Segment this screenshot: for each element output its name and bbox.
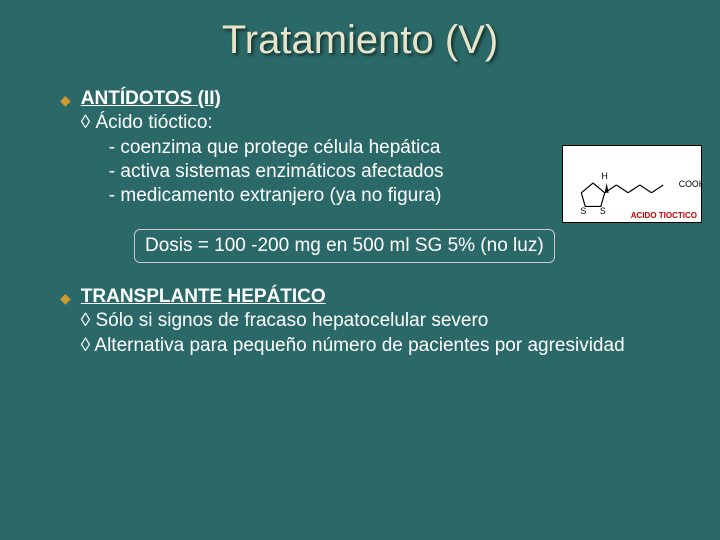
section-1-line3: - medicamento extranjero (ya no figura)	[109, 184, 444, 208]
section-1-heading: ANTÍDOTOS (II)	[81, 87, 444, 111]
diamond-bullet-icon: ◆	[60, 290, 71, 308]
section-2-line2: ◊ Alternativa para pequeño número de pac…	[81, 334, 625, 358]
section-2: ◆ TRANSPLANTE HEPÁTICO ◊ Sólo si signos …	[60, 285, 680, 358]
chem-cooh-label: COOH	[679, 179, 701, 189]
section-1-sub1: ◊ Ácido tióctico:	[81, 111, 444, 135]
section-1-line2: - activa sistemas enzimáticos afectados	[109, 160, 444, 184]
dosage-callout: Dosis = 100 -200 mg en 500 ml SG 5% (no …	[134, 229, 555, 263]
section-2-heading: TRANSPLANTE HEPÁTICO	[81, 285, 625, 309]
chemical-structure-image: H S S COOH ACIDO TIOCTICO	[562, 145, 702, 223]
chem-s1-label: S	[580, 206, 586, 216]
section-2-body: TRANSPLANTE HEPÁTICO ◊ Sólo si signos de…	[81, 285, 625, 358]
diamond-bullet-icon: ◆	[60, 92, 71, 110]
slide-title: Tratamiento (V)	[0, 0, 720, 63]
section-1-details: - coenzima que protege célula hepática -…	[81, 136, 444, 209]
section-1-body: ANTÍDOTOS (II) ◊ Ácido tióctico: - coenz…	[81, 87, 444, 209]
chemical-name-label: ACIDO TIOCTICO	[631, 211, 697, 220]
section-1-line1: - coenzima que protege célula hepática	[109, 136, 444, 160]
chem-s2-label: S	[600, 206, 606, 216]
section-2-line1: ◊ Sólo si signos de fracaso hepatocelula…	[81, 309, 625, 333]
chem-h-label: H	[602, 171, 608, 181]
